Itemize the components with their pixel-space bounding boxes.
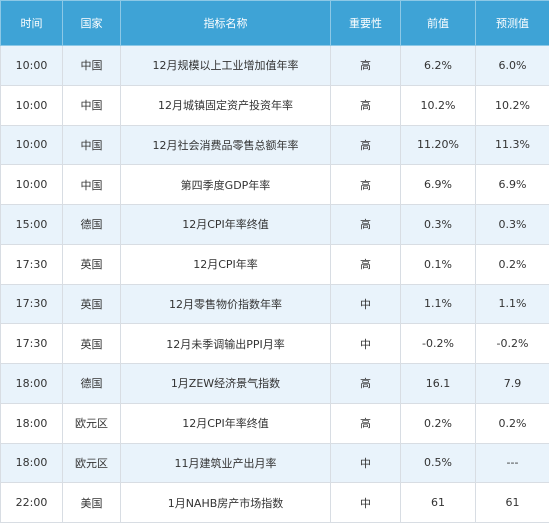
cell-importance: 中	[330, 442, 401, 484]
header-previous: 前值	[400, 0, 476, 46]
cell-country: 中国	[62, 84, 121, 126]
cell-time: 17:30	[0, 283, 63, 325]
cell-indicator: 12月未季调输出PPI月率	[120, 323, 331, 364]
cell-forecast: 61	[475, 482, 549, 523]
table-row: 10:00 中国 12月社会消费品零售总额年率高 11.20% 11.3%	[0, 124, 549, 166]
table-row: 10:00 中国 第四季度GDP年率高 6.9% 6.9%	[0, 164, 549, 205]
cell-forecast: 0.2%	[475, 243, 549, 285]
cell-previous: 6.9%	[400, 164, 476, 205]
header-forecast: 预测值	[475, 0, 549, 46]
header-time: 时间	[0, 0, 63, 46]
cell-country: 美国	[62, 482, 121, 523]
cell-country: 中国	[62, 164, 121, 205]
cell-previous: 6.2%	[400, 45, 476, 86]
cell-previous: 61	[400, 482, 476, 523]
table-row: 10:00 中国 12月规模以上工业增加值年率高 6.2% 6.0%	[0, 45, 549, 86]
cell-forecast: 6.0%	[475, 45, 549, 86]
table-row: 18:00 德国 1月ZEW经济景气指数高 16.1 7.9	[0, 363, 549, 404]
table-row: 17:30 英国 12月CPI年率高 0.1% 0.2%	[0, 243, 549, 285]
cell-time: 18:00	[0, 363, 63, 404]
cell-forecast: 7.9	[475, 363, 549, 404]
cell-time: 18:00	[0, 402, 63, 444]
cell-forecast: ---	[475, 442, 549, 484]
cell-importance: 高	[330, 45, 401, 86]
cell-forecast: 11.3%	[475, 124, 549, 166]
cell-importance: 高	[330, 124, 401, 166]
cell-importance: 高	[330, 84, 401, 126]
cell-forecast: 6.9%	[475, 164, 549, 205]
cell-indicator: 第四季度GDP年率	[120, 164, 331, 205]
cell-country: 英国	[62, 323, 121, 364]
header-row: 时间 国家 指标名称 重要性 前值 预测值	[0, 0, 549, 46]
cell-previous: 0.5%	[400, 442, 476, 484]
header-country: 国家	[62, 0, 121, 46]
table-row: 10:00 中国 12月城镇固定资产投资年率高 10.2% 10.2%	[0, 84, 549, 126]
cell-indicator: 12月CPI年率	[120, 243, 331, 285]
cell-importance: 中	[330, 323, 401, 364]
cell-forecast: -0.2%	[475, 323, 549, 364]
header-importance: 重要性	[330, 0, 401, 46]
table-header: 时间 国家 指标名称 重要性 前值 预测值	[0, 0, 549, 46]
cell-importance: 中	[330, 482, 401, 523]
cell-forecast: 1.1%	[475, 283, 549, 325]
cell-country: 德国	[62, 204, 121, 245]
cell-previous: 0.1%	[400, 243, 476, 285]
cell-indicator: 1月ZEW经济景气指数	[120, 363, 331, 404]
header-indicator: 指标名称	[120, 0, 331, 46]
table-row: 17:30 英国 12月零售物价指数年率中 1.1% 1.1%	[0, 283, 549, 325]
cell-forecast: 0.3%	[475, 204, 549, 245]
cell-indicator: 12月零售物价指数年率	[120, 283, 331, 325]
table-row: 18:00 欧元区 11月建筑业产出月率中 0.5% ---	[0, 442, 549, 484]
cell-previous: 1.1%	[400, 283, 476, 325]
cell-indicator: 12月规模以上工业增加值年率	[120, 45, 331, 86]
cell-indicator: 12月CPI年率终值	[120, 204, 331, 245]
cell-time: 17:30	[0, 243, 63, 285]
cell-indicator: 12月社会消费品零售总额年率	[120, 124, 331, 166]
cell-country: 欧元区	[62, 402, 121, 444]
cell-importance: 高	[330, 204, 401, 245]
cell-country: 中国	[62, 45, 121, 86]
table-row: 18:00 欧元区 12月CPI年率终值高 0.2% 0.2%	[0, 402, 549, 444]
cell-indicator: 12月城镇固定资产投资年率	[120, 84, 331, 126]
cell-time: 22:00	[0, 482, 63, 523]
cell-importance: 高	[330, 164, 401, 205]
cell-time: 10:00	[0, 84, 63, 126]
cell-time: 18:00	[0, 442, 63, 484]
cell-previous: 11.20%	[400, 124, 476, 166]
cell-forecast: 10.2%	[475, 84, 549, 126]
cell-importance: 高	[330, 363, 401, 404]
cell-indicator: 12月CPI年率终值	[120, 402, 331, 444]
cell-country: 德国	[62, 363, 121, 404]
table-row: 15:00 德国 12月CPI年率终值高 0.3% 0.3%	[0, 204, 549, 245]
cell-previous: -0.2%	[400, 323, 476, 364]
cell-indicator: 1月NAHB房产市场指数	[120, 482, 331, 523]
cell-previous: 0.3%	[400, 204, 476, 245]
cell-country: 欧元区	[62, 442, 121, 484]
table-row: 17:30 英国 12月未季调输出PPI月率中 -0.2% -0.2%	[0, 323, 549, 364]
cell-importance: 高	[330, 243, 401, 285]
cell-country: 中国	[62, 124, 121, 166]
cell-country: 英国	[62, 283, 121, 325]
cell-importance: 中	[330, 283, 401, 325]
cell-time: 15:00	[0, 204, 63, 245]
table-body: 10:00 中国 12月规模以上工业增加值年率高 6.2% 6.0% 10:00 中国 12月…	[0, 45, 549, 523]
cell-previous: 16.1	[400, 363, 476, 404]
cell-time: 17:30	[0, 323, 63, 364]
cell-importance: 高	[330, 402, 401, 444]
cell-forecast: 0.2%	[475, 402, 549, 444]
cell-time: 10:00	[0, 124, 63, 166]
table-row: 22:00 美国 1月NAHB房产市场指数中 61 61	[0, 482, 549, 523]
cell-indicator: 11月建筑业产出月率	[120, 442, 331, 484]
cell-previous: 10.2%	[400, 84, 476, 126]
cell-time: 10:00	[0, 164, 63, 205]
cell-time: 10:00	[0, 45, 63, 86]
cell-country: 英国	[62, 243, 121, 285]
cell-previous: 0.2%	[400, 402, 476, 444]
